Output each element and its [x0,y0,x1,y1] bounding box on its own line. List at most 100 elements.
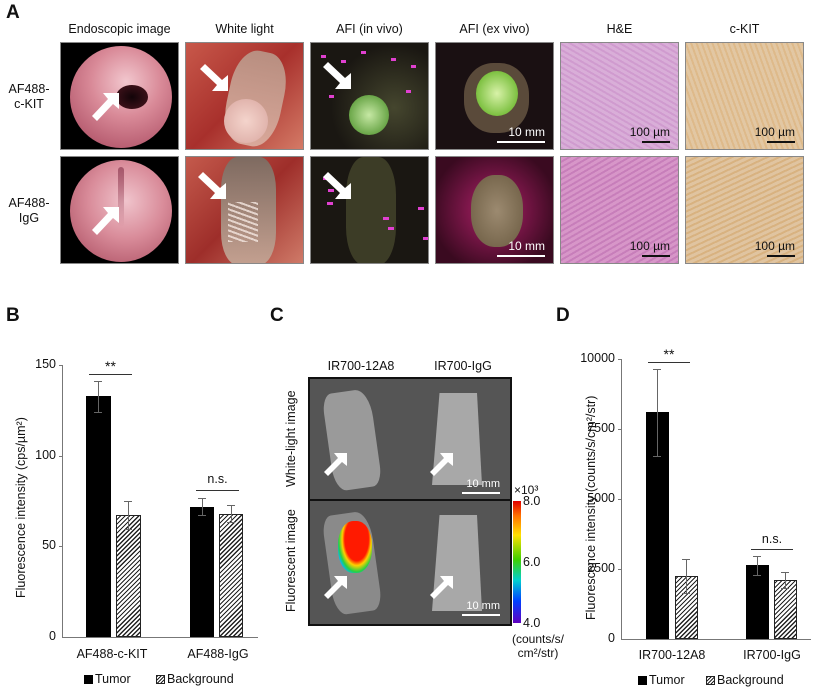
panel-d-tick-7500: 7500 [587,421,615,435]
panel-b-letter: B [6,305,20,326]
colorbar [513,501,521,623]
he-image-ckit: 100 µm [560,42,679,150]
sig-line [89,374,132,375]
colorbar-multiplier: ×10³ [514,483,539,497]
arrow-icon [200,64,228,91]
scale-label: 100 µm [629,239,670,253]
col-title-afi-in-vivo: AFI (in vivo) [336,22,403,36]
afi-ex-vivo-image-igg: 10 mm [435,156,554,264]
bar-background-af488-igg [219,514,243,637]
sig-line [648,362,690,363]
sig-label: ** [663,346,675,362]
tumor-swatch [84,675,93,684]
ckit-image-igg: 100 µm [685,156,804,264]
ckit-image-ckit: 100 µm [685,42,804,150]
panel-d-x-axis [621,639,811,640]
colorbar-max: 8.0 [523,494,541,508]
panel-b-category-0: AF488-c-KIT [76,647,148,661]
scale-bar [497,141,545,143]
panel-d-legend-tumor: Tumor [638,673,685,687]
panel-b-legend-tumor: Tumor [84,672,131,686]
panel-c-row-title-fluorescent: Fluorescent image [284,509,298,612]
panel-b-y-axis-label: Fluorescence intensity (cps/µm²) [14,417,28,598]
panel-c-letter: C [270,305,284,326]
arrow-icon [198,172,226,199]
col-title-ckit: c-KIT [729,22,760,36]
bar-tumor-af488-igg [190,507,214,637]
sig-line [196,490,239,491]
scale-label: 10 mm [466,478,500,490]
row-label-af488-igg: AF488- IgG [8,196,50,225]
bar-tumor-ir700-12a8 [646,412,669,639]
white-light-image-igg [185,156,304,264]
scale-label: 10 mm [508,125,545,139]
scale-label: 10 mm [508,239,545,253]
endoscopic-image-ckit [60,42,179,150]
panel-d-tick-2500: 2500 [587,561,615,575]
fluorescence-hotspot [338,521,372,573]
arrow-icon [323,62,351,89]
panel-d-legend-background: Background [706,673,784,687]
panel-d-y-axis [621,359,622,639]
arrow-icon [92,207,119,235]
panel-c-col-title-12a8: IR700-12A8 [327,359,395,373]
col-title-he: H&E [606,22,633,36]
panel-c-row-title-white-light: White-light image [284,390,298,487]
arrow-icon [92,93,119,121]
scale-label: 100 µm [754,125,795,139]
col-title-endoscopic: Endoscopic image [68,22,171,36]
arrow-icon [324,453,347,476]
panel-b-tick-150: 150 [35,357,56,371]
panel-b-y-axis [62,365,63,637]
row-label-af488-ckit: AF488- c-KIT [8,82,50,111]
sig-label: n.s. [761,532,783,546]
scale-bar [767,141,795,143]
colorbar-min: 4.0 [523,616,541,630]
panel-a-letter: A [6,2,20,23]
sig-line [751,549,793,550]
tumor-swatch [638,676,647,685]
bar-background-af488-ckit [116,515,141,637]
scale-label: 100 µm [754,239,795,253]
panel-b-tick-50: 50 [42,538,56,552]
col-title-white-light: White light [215,22,274,36]
arrow-icon [430,453,453,476]
panel-d-category-0: IR700-12A8 [638,648,706,662]
bar-tumor-ir700-igg [746,565,769,639]
panel-d-tick-0: 0 [608,631,615,645]
col-title-afi-ex-vivo: AFI (ex vivo) [459,22,530,36]
he-image-igg: 100 µm [560,156,679,264]
colorbar-unit: (counts/s/ cm²/str) [511,632,565,660]
panel-b-tick-100: 100 [35,448,56,462]
background-swatch [156,675,165,684]
scale-bar [497,255,545,257]
scale-bar [642,141,670,143]
background-swatch [706,676,715,685]
afi-in-vivo-image-igg [310,156,429,264]
scale-bar [462,614,500,616]
arrow-icon [324,576,347,599]
panel-b-category-1: AF488-IgG [187,647,249,661]
panel-d-tick-5000: 5000 [587,491,615,505]
panel-b-x-axis [62,637,258,638]
panel-d-category-1: IR700-IgG [743,648,801,662]
white-light-image-ckit [185,42,304,150]
panel-c-col-title-igg: IR700-IgG [434,359,492,373]
sig-label: ** [105,358,116,374]
scale-bar [462,492,500,494]
colorbar-mid: 6.0 [523,555,541,569]
scale-bar [767,255,795,257]
panel-d-letter: D [556,305,570,326]
sig-label: n.s. [207,472,228,486]
bar-tumor-af488-ckit [86,396,111,637]
scale-label: 10 mm [466,600,500,612]
panel-c-image-frame: 10 mm 10 mm [308,377,512,626]
panel-b-tick-0: 0 [49,629,56,643]
afi-ex-vivo-image-ckit: 10 mm [435,42,554,150]
arrow-icon [323,172,351,199]
tissue-igg-fluor [432,515,482,611]
endoscopic-image-igg [60,156,179,264]
arrow-icon [430,576,453,599]
panel-b-legend-background: Background [156,672,234,686]
panel-d-tick-10000: 10000 [580,351,615,365]
